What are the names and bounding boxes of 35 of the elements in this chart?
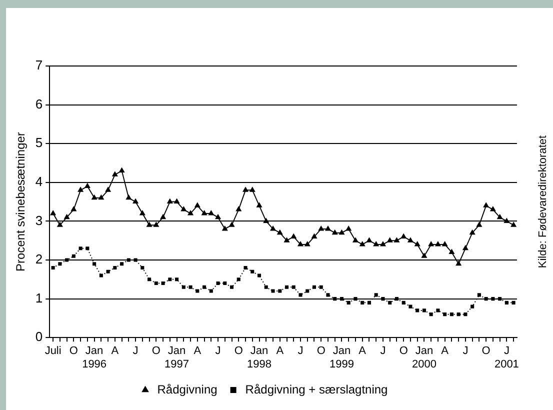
x-tick-label: O [69,345,78,358]
x-tick-label: J [132,345,138,358]
y-tick-label: 6 [35,96,43,112]
x-tick-label: O [234,345,244,358]
x-tick-label: A [194,345,202,358]
x-tick-label: A [441,345,450,358]
y-tick-label: 7 [35,58,43,73]
x-tick-label: O [399,345,408,358]
x-tick-label: J [380,345,386,358]
x-tick-label: Jan 1996 [82,345,107,370]
x-tick-label: Jan 2000 [412,345,436,370]
x-tick-label: Jan 1998 [247,345,272,370]
y-tick-label: 5 [35,135,43,150]
x-tick-label: J [298,345,304,358]
x-tick-label: O [316,345,326,358]
x-tick-label: A [276,345,284,358]
x-tick-label: J [462,345,468,358]
x-tick-label: A [111,345,120,358]
y-tick-label: 1 [35,290,43,306]
legend-label: Rådgivning + særslagtning [245,382,388,396]
x-tick-label: O [482,345,491,358]
legend-label: Rådgivning [157,382,218,396]
y-tick-label: 2 [35,252,43,267]
y-tick-label: 4 [35,174,43,189]
text: Kilde: Fødevaredirektoratet [537,135,550,268]
x-tick-label: A [358,345,367,358]
x-tick-label: Jan 1999 [329,345,354,370]
x-tick-label: O [152,345,161,358]
y-tick-label: 0 [35,329,43,344]
x-tick-label: J 2001 [494,345,519,370]
y-axis-title: Procent svinebesætninger [14,132,28,272]
y-tick-label: 3 [35,212,43,228]
x-tick-label: J [215,345,221,358]
x-tick-label: Juli [44,345,62,358]
x-tick-label: Jan 1997 [164,345,190,370]
